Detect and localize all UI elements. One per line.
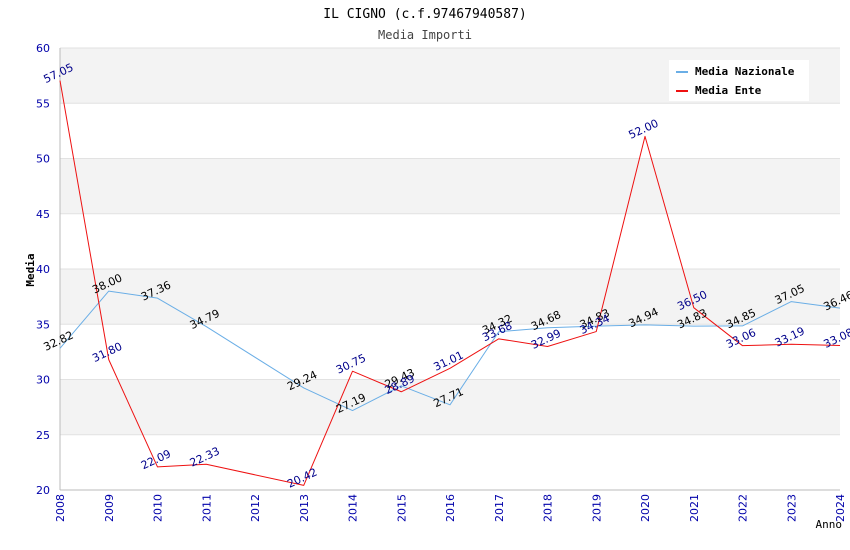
y-tick-label: 45 [36, 208, 50, 221]
x-tick-label: 2016 [444, 494, 457, 522]
x-tick-label: 2011 [200, 494, 213, 522]
x-tick-label: 2017 [493, 494, 506, 522]
plot-bands [60, 48, 840, 490]
x-axis-label: Anno [816, 518, 843, 531]
y-tick-label: 55 [36, 97, 50, 110]
plot-band [60, 269, 840, 325]
y-tick-label: 60 [36, 42, 50, 55]
x-tick-label: 2024 [834, 494, 847, 522]
y-tick-labels: 20 25 30 35 40 45 50 55 60 [36, 42, 50, 497]
plot-band [60, 379, 840, 435]
x-tick-label: 2012 [249, 494, 262, 522]
plot-band [60, 103, 840, 159]
x-tick-label: 2018 [542, 494, 555, 522]
legend-label-media-nazionale: Media Nazionale [695, 65, 795, 78]
x-tick-label: 2008 [54, 494, 67, 522]
series-line-media-ente [59, 80, 841, 486]
legend: Media Nazionale Media Ente [669, 60, 809, 101]
plot-band [60, 324, 840, 380]
plot-band [60, 434, 840, 490]
x-tick-label: 2010 [152, 494, 165, 522]
plot-band [60, 158, 840, 214]
x-tick-label: 2021 [688, 494, 701, 522]
y-tick-label: 35 [36, 318, 50, 331]
y-tick-label: 25 [36, 429, 50, 442]
y-tick-label: 50 [36, 153, 50, 166]
x-tick-label: 2015 [395, 494, 408, 522]
x-tick-label: 2014 [347, 494, 360, 522]
chart-title: IL CIGNO (c.f.97467940587) [323, 7, 527, 22]
y-tick-label: 30 [36, 374, 50, 387]
x-tick-labels: 2008 2009 2010 2011 2012 2013 2014 2015 2016 2017… [54, 494, 847, 522]
y-tick-label: 40 [36, 263, 50, 276]
x-tick-label: 2009 [103, 494, 116, 522]
x-tick-label: 2020 [639, 494, 652, 522]
x-tick-label: 2022 [737, 494, 750, 522]
legend-label-media-ente: Media Ente [695, 84, 762, 97]
plot-band [60, 213, 840, 269]
x-tick-label: 2023 [785, 494, 798, 522]
y-axis-label: Media [24, 253, 37, 286]
legend-box [669, 60, 809, 101]
x-tick-label: 2013 [298, 494, 311, 522]
x-tick-label: 2019 [590, 494, 603, 522]
series-lines [59, 80, 841, 486]
series-line-media-nazionale [59, 290, 841, 412]
y-tick-label: 20 [36, 484, 50, 497]
chart-subtitle: Media Importi [378, 28, 472, 42]
